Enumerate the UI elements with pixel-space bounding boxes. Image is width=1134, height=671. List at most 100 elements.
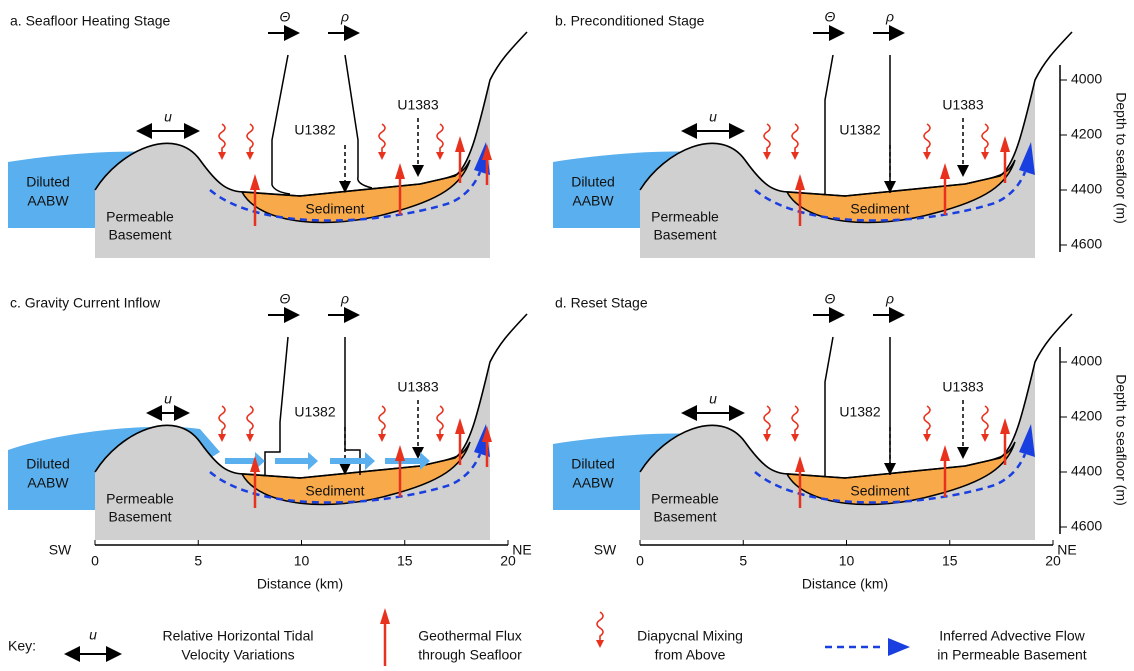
depth-tick-label: 4400	[1071, 181, 1102, 197]
mixing-head	[791, 434, 799, 442]
mixing-head	[436, 434, 444, 442]
x-tick-label: 0	[91, 553, 99, 569]
depth-tick-label: 4200	[1071, 126, 1102, 142]
mixing-squiggle	[982, 406, 988, 436]
depth-tick-label: 4000	[1071, 353, 1102, 369]
mixing-squiggle	[982, 124, 988, 154]
basement-label: Basement	[653, 509, 716, 525]
water-label: AABW	[572, 475, 614, 491]
panel: c. Gravity Current InflowΘρuU1382U1383Di…	[8, 291, 532, 592]
basement-label: Permeable	[651, 209, 719, 225]
mixing-head	[246, 434, 254, 442]
key-title: Key:	[8, 638, 36, 654]
water-label: Diluted	[571, 456, 615, 472]
site-label: U1382	[839, 404, 880, 420]
basement-label: Basement	[653, 227, 716, 243]
axis-end: NE	[1057, 542, 1076, 558]
mixing-head	[246, 152, 254, 160]
x-tick-label: 10	[294, 553, 310, 569]
depth-axis-title: Depth to seafloor (m)	[1113, 92, 1129, 224]
mixing-head	[981, 434, 989, 442]
mixing-squiggle	[379, 406, 385, 436]
sediment-label: Sediment	[850, 483, 909, 499]
theta-label: Θ	[825, 291, 836, 307]
key-text: through Seafloor	[418, 647, 522, 663]
site-label: U1382	[294, 404, 335, 420]
depth-axis-title: Depth to seafloor (m)	[1113, 374, 1129, 506]
mixing-head	[981, 152, 989, 160]
u-label: u	[164, 109, 172, 125]
basement-label: Permeable	[106, 209, 174, 225]
x-tick-label: 10	[839, 553, 855, 569]
mixing-squiggle	[792, 406, 798, 436]
depth-tick-label: 4600	[1071, 236, 1102, 252]
site-label: U1383	[397, 379, 438, 395]
site-label: U1382	[839, 122, 880, 138]
u-label: u	[89, 627, 97, 643]
mixing-head	[763, 152, 771, 160]
site-label: U1383	[942, 97, 983, 113]
geothermal-head	[940, 163, 950, 179]
panel-title: b. Preconditioned Stage	[555, 13, 705, 29]
sediment-label: Sediment	[305, 201, 364, 217]
key-text: Inferred Advective Flow	[939, 628, 1085, 644]
mixing-squiggle	[219, 406, 225, 436]
water-label: Diluted	[26, 456, 70, 472]
panel-title: d. Reset Stage	[555, 295, 648, 311]
rho-label: ρ	[340, 9, 349, 25]
key-text: Relative Horizontal Tidal	[163, 628, 314, 644]
x-tick-label: 15	[942, 553, 958, 569]
depth-tick-label: 4000	[1071, 71, 1102, 87]
key-text: in Permeable Basement	[937, 647, 1087, 663]
theta-label: Θ	[280, 291, 291, 307]
geothermal-head	[455, 136, 465, 152]
x-axis-title: Distance (km)	[802, 576, 888, 592]
geothermal-head	[250, 174, 260, 190]
mixing-head	[596, 640, 604, 648]
axis-end: NE	[512, 542, 531, 558]
basement-label: Basement	[108, 227, 171, 243]
theta-label: Θ	[825, 9, 836, 25]
mixing-squiggle	[924, 406, 930, 436]
x-tick-label: 15	[397, 553, 413, 569]
axis-end: SW	[594, 542, 617, 558]
x-tick-label: 5	[739, 553, 747, 569]
mixing-squiggle	[597, 612, 603, 642]
mixing-head	[378, 152, 386, 160]
figure: a. Seafloor Heating StageΘρuU1382U1383Di…	[0, 0, 1134, 671]
mixing-head	[218, 152, 226, 160]
geothermal-head	[455, 418, 465, 434]
depth-tick-label: 4600	[1071, 518, 1102, 534]
geothermal-head	[395, 163, 405, 179]
mixing-squiggle	[764, 124, 770, 154]
u-label: u	[164, 391, 172, 407]
key-text: Velocity Variations	[181, 647, 294, 663]
rho-label: ρ	[885, 9, 894, 25]
mixing-head	[378, 434, 386, 442]
water-label: AABW	[572, 193, 614, 209]
key: Key: u Relative Horizontal Tidal Velocity V…	[8, 608, 1087, 666]
geothermal-head	[795, 456, 805, 472]
x-axis-title: Distance (km)	[257, 576, 343, 592]
rho-label: ρ	[885, 291, 894, 307]
water-label: AABW	[27, 193, 69, 209]
mixing-squiggle	[219, 124, 225, 154]
mixing-head	[436, 152, 444, 160]
inflow-arrow	[330, 452, 375, 470]
u-label: u	[709, 109, 717, 125]
depth-tick-label: 4400	[1071, 463, 1102, 479]
geothermal-head	[380, 608, 390, 624]
mixing-head	[923, 434, 931, 442]
mixing-head	[218, 434, 226, 442]
depth-tick-label: 4200	[1071, 408, 1102, 424]
mixing-squiggle	[437, 124, 443, 154]
geothermal-head	[940, 445, 950, 461]
geothermal-head	[1000, 418, 1010, 434]
basement-label: Permeable	[651, 491, 719, 507]
mixing-squiggle	[792, 124, 798, 154]
x-tick-label: 5	[194, 553, 202, 569]
geothermal-head	[795, 174, 805, 190]
panel-title: c. Gravity Current Inflow	[10, 295, 161, 311]
